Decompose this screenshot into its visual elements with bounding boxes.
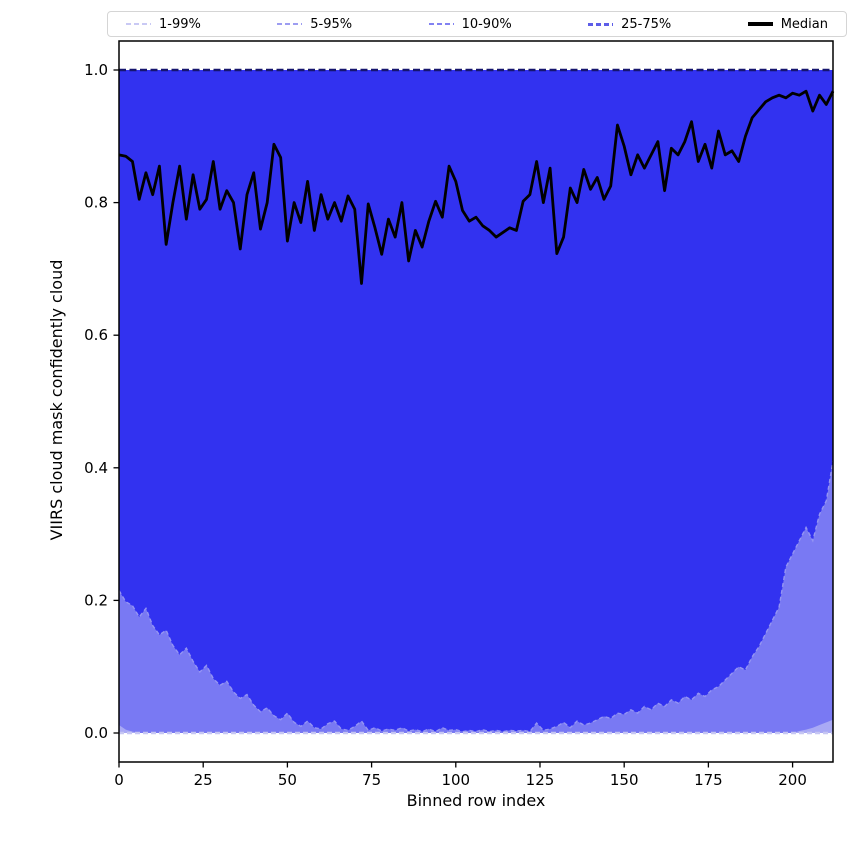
median-line-icon	[747, 22, 773, 26]
band-5-95-line-icon	[277, 23, 303, 25]
y-tick-label: 1.0	[84, 61, 108, 79]
y-tick-label: 0.4	[84, 459, 108, 477]
x-tick-label: 125	[526, 771, 555, 789]
boundary-lines	[118, 68, 834, 735]
x-tick-label: 50	[278, 771, 297, 789]
percentile-bands	[119, 70, 833, 733]
legend-item-5-95: 5-95%	[277, 18, 352, 31]
y-tick-label: 0.8	[84, 194, 108, 212]
band-25-75-line-icon	[588, 22, 614, 26]
legend-label: 10-90%	[461, 16, 512, 32]
y-tick-label: 0.2	[84, 591, 108, 609]
median-line	[118, 89, 835, 285]
x-tick-label: 100	[441, 771, 470, 789]
band-25-75%	[119, 70, 833, 732]
band-1-99-line-icon	[126, 23, 151, 25]
legend-label: 25-75%	[621, 16, 672, 32]
x-tick-label: 25	[194, 771, 213, 789]
x-tick-label: 0	[114, 771, 124, 789]
axis-ticks: 0 25 50 75 100 125 150 175 200 0.0 0.2 0.4 0.6 0.8 1.0	[84, 61, 807, 789]
p25-edge-line	[118, 461, 834, 733]
x-tick-label: 75	[362, 771, 381, 789]
legend-item-median: Median	[747, 16, 828, 32]
x-tick-label: 200	[778, 771, 807, 789]
x-tick-label: 175	[694, 771, 723, 789]
axes-spines	[118, 40, 834, 763]
band-10-90-line-icon	[428, 23, 454, 25]
legend: 1-99% 5-95% 10-90% 25-75% Median	[107, 11, 847, 37]
y-axis-label: VIIRS cloud mask confidently cloud	[47, 260, 66, 541]
legend-label: Median	[780, 16, 828, 32]
y-tick-label: 0.6	[84, 326, 108, 344]
legend-label: 5-95%	[310, 16, 353, 32]
legend-label: 1-99%	[159, 16, 201, 32]
legend-item-1-99: 1-99%	[126, 18, 201, 31]
x-tick-label: 150	[610, 771, 639, 789]
x-axis-label: Binned row index	[407, 791, 546, 810]
legend-item-25-75: 25-75%	[588, 18, 671, 31]
legend-item-10-90: 10-90%	[428, 16, 512, 32]
plot-area: 0 25 50 75 100 125 150 175 200 0.0 0.2 0.4 0.6 0.8 1.0…	[47, 40, 835, 810]
y-tick-label: 0.0	[84, 724, 108, 742]
